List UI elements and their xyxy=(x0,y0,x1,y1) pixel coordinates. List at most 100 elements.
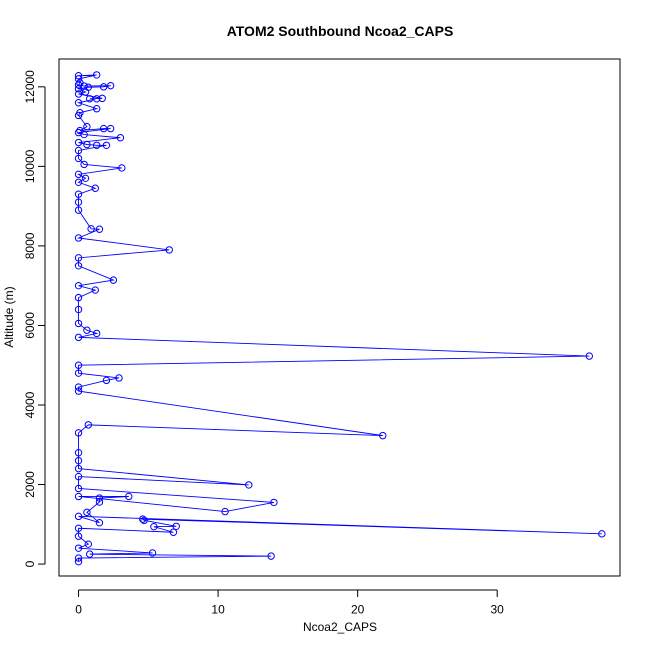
data-point xyxy=(74,464,83,473)
data-point xyxy=(106,81,115,90)
data-point xyxy=(74,383,83,391)
x-tick-label: 0 xyxy=(75,602,82,616)
data-point xyxy=(99,124,108,133)
data-point xyxy=(92,105,101,113)
y-tick-label: 6000 xyxy=(23,312,37,339)
data-point xyxy=(74,146,83,155)
x-tick-label: 20 xyxy=(351,602,365,616)
data-point xyxy=(165,246,173,254)
data-point xyxy=(80,160,88,169)
data-point xyxy=(74,532,83,540)
data-point xyxy=(86,550,94,558)
data-point xyxy=(118,164,126,172)
data-point xyxy=(95,225,104,233)
data-point xyxy=(585,352,593,360)
data-point xyxy=(91,184,99,192)
data-point xyxy=(74,234,83,242)
data-point xyxy=(87,225,95,233)
data-point xyxy=(80,130,88,139)
data-point xyxy=(172,522,180,530)
y-tick-label: 0 xyxy=(23,560,37,567)
data-point xyxy=(74,190,83,198)
data-point xyxy=(74,138,83,147)
x-axis-label: Ncoa2_CAPS xyxy=(303,620,377,634)
data-point xyxy=(86,95,94,103)
data-point xyxy=(95,498,104,506)
data-point xyxy=(74,456,83,465)
data-point xyxy=(245,481,253,489)
x-tick-label: 30 xyxy=(491,602,505,616)
data-point xyxy=(74,72,83,80)
data-point xyxy=(74,492,83,501)
data-point xyxy=(74,305,83,314)
data-point xyxy=(74,178,83,186)
data-point xyxy=(92,141,101,149)
data-point xyxy=(74,333,83,342)
plot-frame xyxy=(58,58,621,577)
data-point xyxy=(81,174,90,183)
data-point xyxy=(74,387,83,395)
data-point xyxy=(74,361,83,369)
data-point xyxy=(95,494,104,502)
data-point xyxy=(74,154,83,163)
data-point xyxy=(74,512,83,521)
data-point xyxy=(140,516,148,525)
data-point xyxy=(91,286,99,294)
data-point xyxy=(106,124,115,133)
data-point xyxy=(74,170,83,179)
y-tick-label: 10000 xyxy=(23,149,37,183)
data-point xyxy=(74,262,83,270)
data-point xyxy=(81,88,90,96)
data-point xyxy=(99,83,108,91)
data-series xyxy=(74,71,606,566)
data-point xyxy=(74,90,83,98)
data-point xyxy=(74,369,83,377)
y-tick-label: 12000 xyxy=(23,70,37,104)
data-point xyxy=(148,549,157,557)
data-point xyxy=(115,374,123,382)
data-point xyxy=(74,472,83,481)
data-point xyxy=(74,544,83,552)
data-point xyxy=(92,71,101,79)
data-point xyxy=(83,326,91,334)
data-point xyxy=(74,99,83,107)
data-point xyxy=(74,81,83,89)
data-point xyxy=(116,134,125,142)
data-point xyxy=(125,492,133,501)
data-point xyxy=(83,508,91,517)
data-point xyxy=(84,421,93,429)
x-axis: 0 10 20 30 xyxy=(75,589,505,616)
y-axis-label: Altitude (m) xyxy=(2,286,16,347)
data-point xyxy=(92,95,101,103)
data-point xyxy=(379,431,387,440)
data-point xyxy=(74,557,83,566)
data-point xyxy=(139,515,147,523)
data-point xyxy=(74,111,83,120)
data-point xyxy=(95,519,104,527)
chart-title: ATOM2 Southbound Ncoa2_CAPS xyxy=(227,23,454,39)
data-point xyxy=(74,449,83,457)
y-tick-label: 4000 xyxy=(23,391,37,418)
data-point xyxy=(221,507,229,516)
data-point xyxy=(74,254,83,262)
data-point xyxy=(83,122,91,131)
data-point xyxy=(150,522,158,531)
data-point xyxy=(74,484,83,493)
data-point xyxy=(102,141,111,149)
x-tick-label: 10 xyxy=(211,602,225,616)
data-point xyxy=(169,528,178,536)
y-tick-label: 2000 xyxy=(23,471,37,498)
data-point xyxy=(267,552,275,560)
data-point xyxy=(74,429,83,437)
data-point xyxy=(83,140,91,149)
data-point xyxy=(98,94,106,103)
data-point xyxy=(76,126,84,135)
y-tick-label: 8000 xyxy=(23,232,37,259)
data-point xyxy=(74,293,83,302)
y-axis: 0 2000 4000 6000 8000 10000 12000 xyxy=(23,70,46,567)
data-point xyxy=(74,198,83,206)
data-point xyxy=(74,281,83,290)
series-line xyxy=(76,74,602,562)
data-point xyxy=(74,554,83,562)
